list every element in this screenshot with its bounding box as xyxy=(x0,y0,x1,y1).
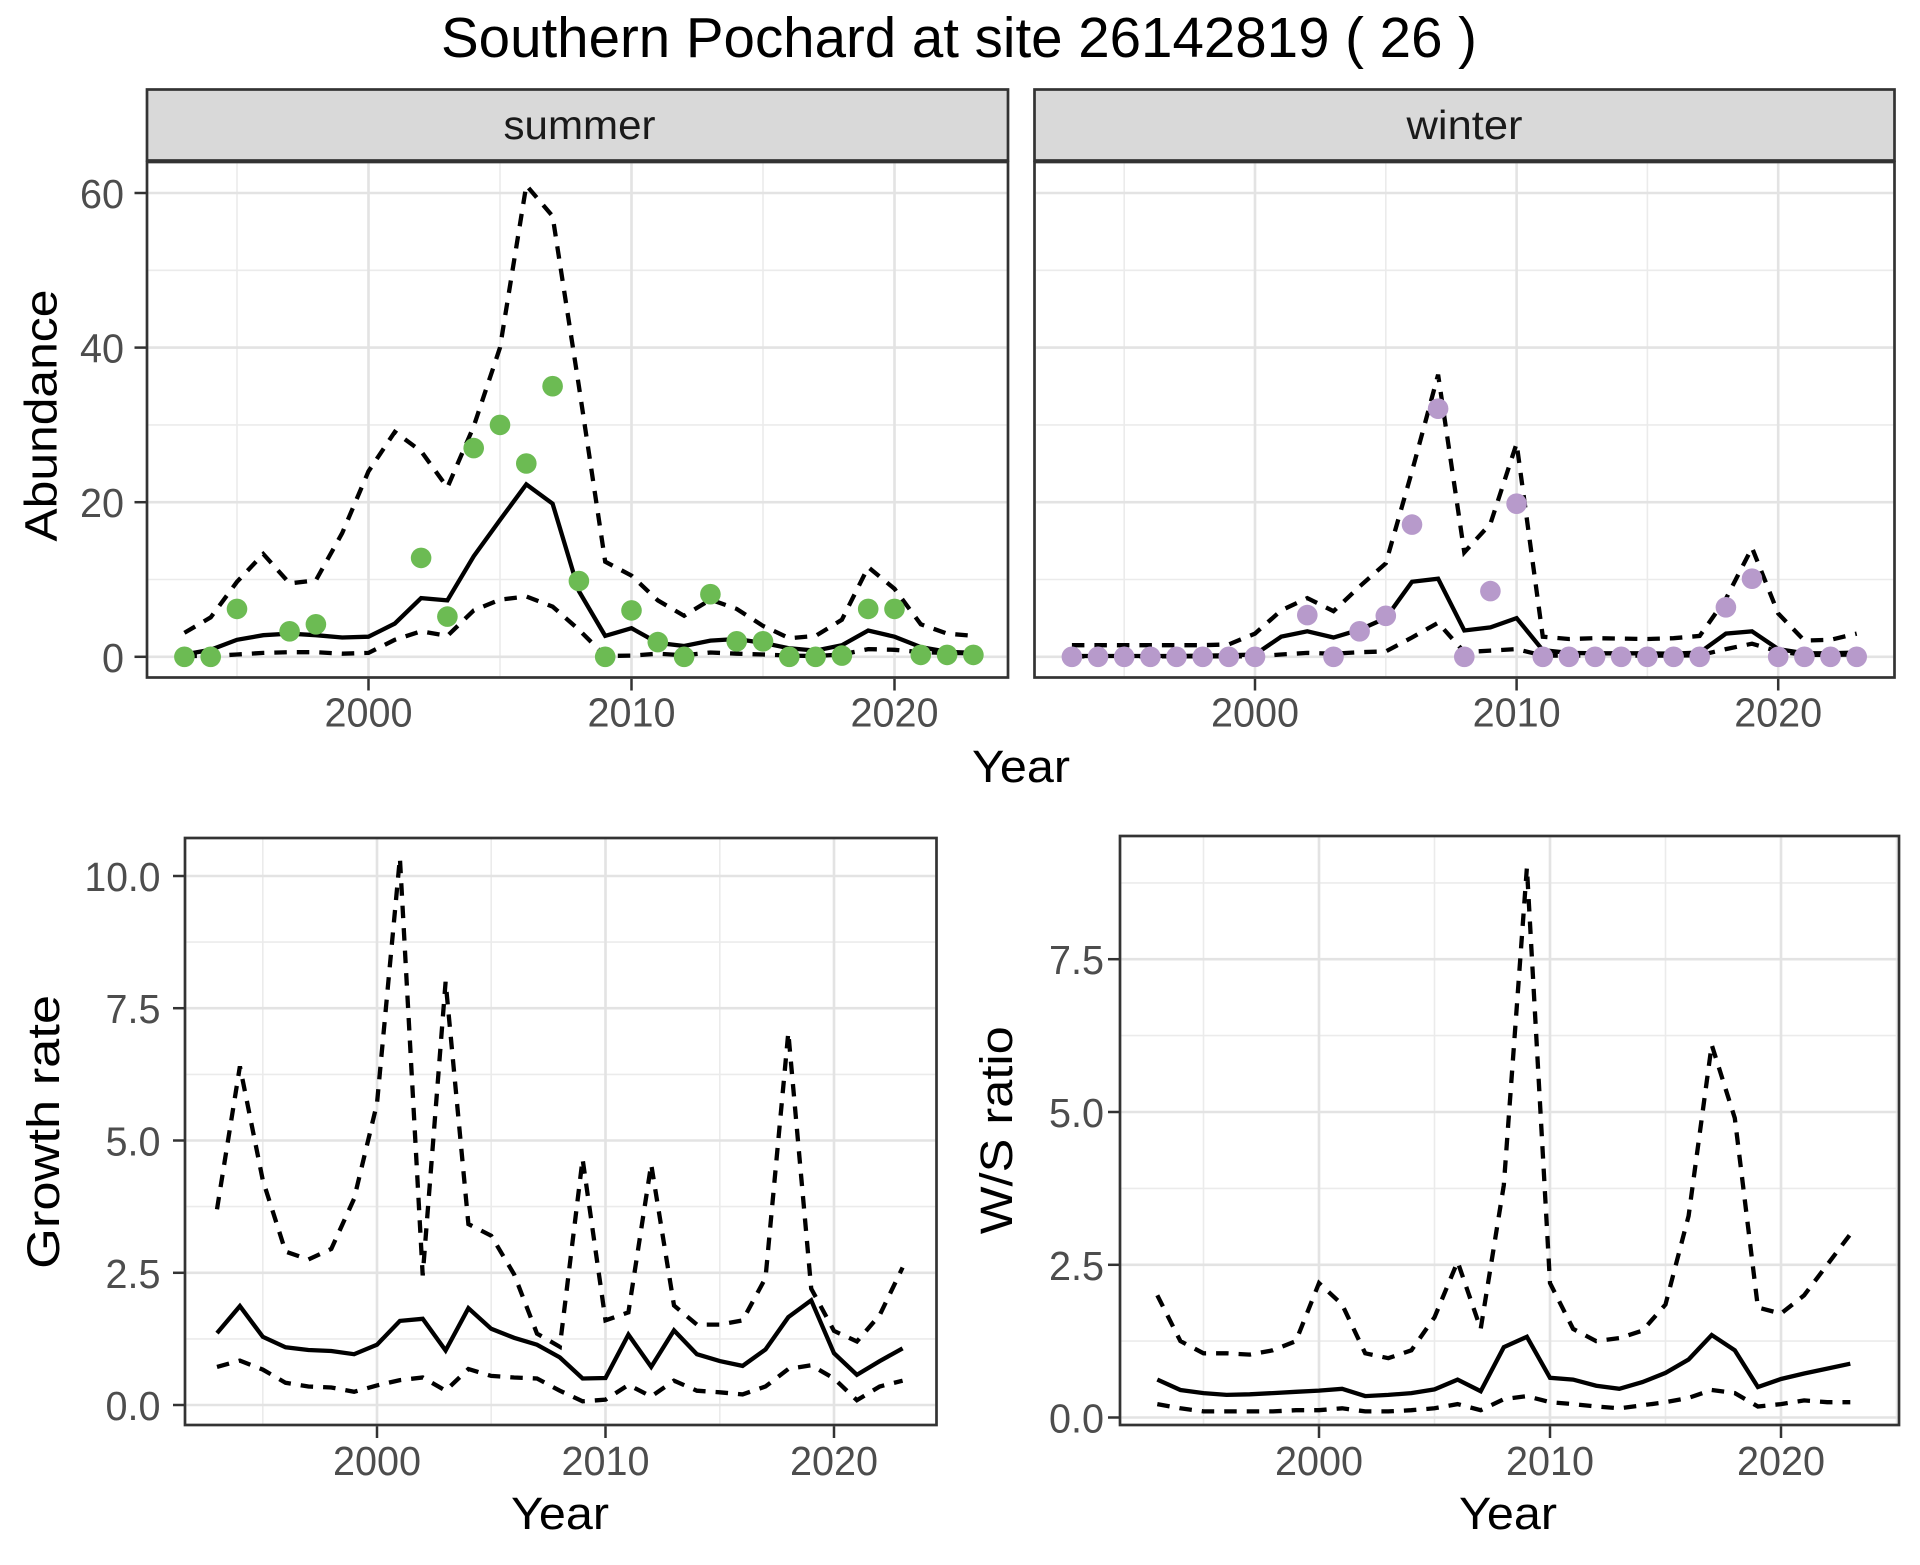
svg-text:60: 60 xyxy=(80,171,124,217)
svg-text:2.5: 2.5 xyxy=(1049,1243,1104,1289)
svg-text:5.0: 5.0 xyxy=(106,1119,161,1165)
svg-text:2020: 2020 xyxy=(790,1438,878,1484)
svg-text:10.0: 10.0 xyxy=(85,854,161,900)
svg-text:W/S ratio: W/S ratio xyxy=(971,1026,1022,1234)
svg-text:20: 20 xyxy=(80,480,124,526)
svg-text:2.5: 2.5 xyxy=(106,1251,161,1297)
svg-text:Growth rate: Growth rate xyxy=(18,995,69,1269)
svg-text:2010: 2010 xyxy=(562,1438,650,1484)
svg-text:7.5: 7.5 xyxy=(106,986,161,1032)
svg-text:Abundance: Abundance xyxy=(16,290,67,542)
svg-text:Year: Year xyxy=(972,741,1070,792)
svg-text:2000: 2000 xyxy=(325,690,413,736)
svg-text:Year: Year xyxy=(511,1488,609,1539)
svg-text:2010: 2010 xyxy=(588,690,676,736)
svg-text:40: 40 xyxy=(80,326,124,372)
svg-text:2010: 2010 xyxy=(1506,1438,1594,1484)
svg-text:Southern Pochard at site 26142: Southern Pochard at site 26142819 ( 26 ) xyxy=(441,6,1477,69)
svg-text:Year: Year xyxy=(1459,1488,1557,1539)
svg-text:winter: winter xyxy=(1405,102,1522,148)
svg-text:0.0: 0.0 xyxy=(1049,1396,1104,1442)
svg-text:2000: 2000 xyxy=(1211,690,1299,736)
svg-text:0.0: 0.0 xyxy=(106,1383,161,1429)
svg-text:2000: 2000 xyxy=(1275,1438,1363,1484)
svg-text:7.5: 7.5 xyxy=(1049,937,1104,983)
svg-text:summer: summer xyxy=(504,102,656,148)
svg-text:0: 0 xyxy=(102,635,124,681)
svg-text:2010: 2010 xyxy=(1473,690,1561,736)
svg-text:2020: 2020 xyxy=(1737,1438,1825,1484)
svg-text:2000: 2000 xyxy=(333,1438,421,1484)
svg-text:5.0: 5.0 xyxy=(1049,1090,1104,1136)
svg-text:2020: 2020 xyxy=(851,690,939,736)
svg-text:2020: 2020 xyxy=(1734,690,1822,736)
